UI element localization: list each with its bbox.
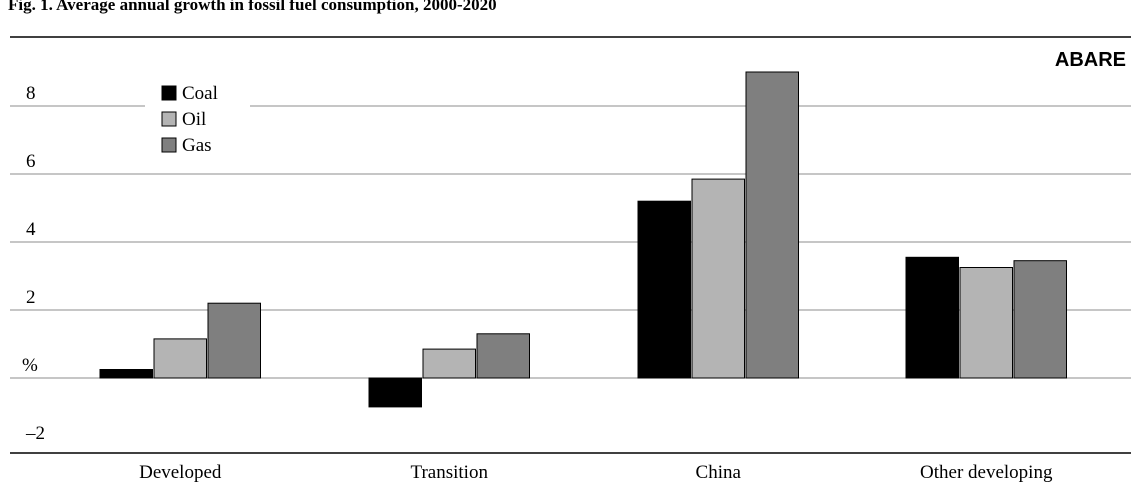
- category-label: Developed: [139, 462, 222, 483]
- bar-oil-other-developing: [959, 267, 1013, 379]
- legend-label-coal: Coal: [182, 83, 218, 104]
- brand-logo: ABARE: [1055, 49, 1126, 71]
- bar-coal-other-developing: [905, 256, 959, 379]
- y-tick-label: 6: [26, 151, 36, 172]
- legend-swatch-coal: [161, 85, 177, 101]
- y-tick-label: 8: [26, 83, 36, 104]
- y-tick-label: –2: [25, 423, 45, 444]
- bar-gas-developed: [207, 302, 261, 379]
- legend-swatch-gas: [161, 137, 177, 153]
- legend-label-gas: Gas: [182, 135, 212, 156]
- category-label: Transition: [411, 462, 489, 483]
- bars: [99, 71, 1067, 408]
- legend: Coal Oil Gas: [145, 78, 250, 168]
- y-axis-unit-label: %: [22, 355, 38, 376]
- category-label: Other developing: [920, 462, 1053, 483]
- y-tick-label: 4: [26, 219, 36, 240]
- bar-oil-china: [691, 178, 745, 379]
- category-label: China: [696, 462, 742, 483]
- legend-label-oil: Oil: [182, 109, 206, 130]
- chart-title: Fig. 1. Average annual growth in fossil …: [8, 0, 497, 14]
- y-axis-ticks: 8 6 4 2 –2%: [22, 83, 45, 444]
- bar-gas-transition: [476, 333, 530, 379]
- bar-coal-china: [637, 200, 691, 379]
- bar-coal-developed: [99, 369, 153, 379]
- bar-gas-other-developing: [1013, 260, 1067, 379]
- category-labels: Developed Transition China Other developing: [139, 462, 1053, 483]
- bar-oil-developed: [153, 338, 207, 379]
- bar-oil-transition: [422, 348, 476, 379]
- bar-coal-transition: [368, 377, 422, 408]
- legend-swatch-oil: [161, 111, 177, 127]
- bar-gas-china: [745, 71, 799, 379]
- y-tick-label: 2: [26, 287, 36, 308]
